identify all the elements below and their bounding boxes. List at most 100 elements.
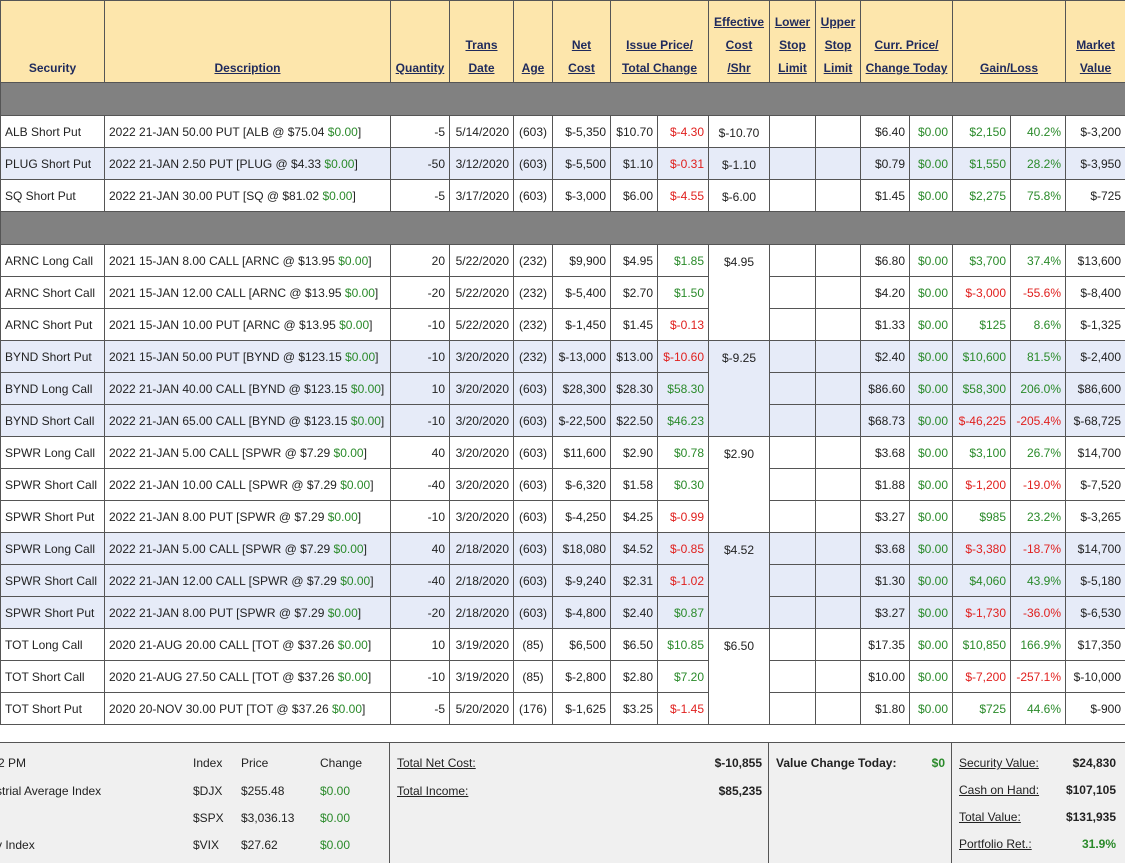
current-price: $6.40 bbox=[861, 116, 910, 148]
description-change: $0.00 bbox=[324, 157, 354, 171]
description: 2022 21-JAN 2.50 PUT [PLUG @ $4.33 $0.00… bbox=[105, 148, 391, 180]
quantity: 10 bbox=[391, 629, 450, 661]
trans-date: 3/20/2020 bbox=[450, 405, 514, 437]
quantity: -5 bbox=[391, 116, 450, 148]
col-header[interactable]: Gain/Loss bbox=[953, 1, 1066, 83]
trans-date: 3/19/2020 bbox=[450, 661, 514, 693]
upper-stop bbox=[816, 437, 861, 469]
col-header[interactable]: Quantity bbox=[391, 1, 450, 83]
description-close: ] bbox=[370, 478, 373, 492]
description: 2020 20-NOV 30.00 PUT [TOT @ $37.26 $0.0… bbox=[105, 693, 391, 725]
trans-date: 3/20/2020 bbox=[450, 373, 514, 405]
market-value: $-5,180 bbox=[1066, 565, 1125, 597]
description-close: ] bbox=[362, 702, 365, 716]
net-cost: $-4,250 bbox=[553, 501, 611, 533]
gain-pct: 28.2% bbox=[1011, 148, 1066, 180]
security: SPWR Long Call bbox=[1, 437, 105, 469]
description-change: $0.00 bbox=[328, 510, 358, 524]
gain-pct: 206.0% bbox=[1011, 373, 1066, 405]
description-change: $0.00 bbox=[340, 574, 370, 588]
age: (176) bbox=[514, 693, 553, 725]
total-change: $-0.31 bbox=[658, 148, 709, 180]
quantity: -40 bbox=[391, 565, 450, 597]
lower-stop bbox=[770, 405, 816, 437]
current-price: $86.60 bbox=[861, 373, 910, 405]
portfolio-label: Total Value: bbox=[959, 810, 1021, 824]
gain-pct: -257.1% bbox=[1011, 661, 1066, 693]
portfolio-value: 31.9% bbox=[1082, 837, 1116, 851]
portfolio-value: $24,830 bbox=[1073, 756, 1116, 770]
description-close: ] bbox=[358, 510, 361, 524]
security: ARNC Short Put bbox=[1, 309, 105, 341]
total-change: $58.30 bbox=[658, 373, 709, 405]
description: 2022 21-JAN 10.00 CALL [SPWR @ $7.29 $0.… bbox=[105, 469, 391, 501]
net-cost: $-13,000 bbox=[553, 341, 611, 373]
description-close: ] bbox=[381, 382, 384, 396]
description-text: 2022 21-JAN 8.00 PUT [SPWR @ $7.29 bbox=[109, 510, 324, 524]
upper-stop bbox=[816, 661, 861, 693]
current-price: $68.73 bbox=[861, 405, 910, 437]
col-header[interactable]: Security bbox=[1, 1, 105, 83]
net-cost: $-5,400 bbox=[553, 277, 611, 309]
col-header[interactable]: Issue Price/Total Change bbox=[611, 1, 709, 83]
description-close: ] bbox=[370, 574, 373, 588]
age: (603) bbox=[514, 533, 553, 565]
current-price: $1.45 bbox=[861, 180, 910, 212]
col-header[interactable]: Description bbox=[105, 1, 391, 83]
lower-stop bbox=[770, 693, 816, 725]
description-text: 2022 21-JAN 2.50 PUT [PLUG @ $4.33 bbox=[109, 157, 321, 171]
total-change: $7.20 bbox=[658, 661, 709, 693]
current-price: $3.68 bbox=[861, 437, 910, 469]
col-header[interactable]: Curr. Price/Change Today bbox=[861, 1, 953, 83]
change-today: $0.00 bbox=[910, 501, 953, 533]
description-text: 2022 21-JAN 65.00 CALL [BYND @ $123.15 bbox=[109, 414, 348, 428]
security: TOT Short Call bbox=[1, 661, 105, 693]
issue-price: $6.50 bbox=[611, 629, 658, 661]
section-band bbox=[1, 212, 1125, 245]
total-change: $0.30 bbox=[658, 469, 709, 501]
total-change: $0.78 bbox=[658, 437, 709, 469]
description-change: $0.00 bbox=[334, 542, 364, 556]
gain-pct: 44.6% bbox=[1011, 693, 1066, 725]
total-change: $-4.55 bbox=[658, 180, 709, 212]
quantity: 20 bbox=[391, 245, 450, 277]
description-text: 2020 21-AUG 27.50 CALL [TOT @ $37.26 bbox=[109, 670, 334, 684]
current-price: $1.33 bbox=[861, 309, 910, 341]
market-cell: strial Average Index bbox=[0, 784, 101, 798]
upper-stop bbox=[816, 533, 861, 565]
gain-loss: $58,300 bbox=[953, 373, 1011, 405]
description-close: ] bbox=[368, 254, 371, 268]
description-text: 2022 21-JAN 30.00 PUT [SQ @ $81.02 bbox=[109, 189, 319, 203]
effective-cost: $4.52 bbox=[709, 533, 770, 629]
issue-price: $6.00 bbox=[611, 180, 658, 212]
quantity: -10 bbox=[391, 309, 450, 341]
description-change: $0.00 bbox=[332, 702, 362, 716]
age: (85) bbox=[514, 661, 553, 693]
gain-loss: $2,150 bbox=[953, 116, 1011, 148]
col-header[interactable]: Age bbox=[514, 1, 553, 83]
upper-stop bbox=[816, 597, 861, 629]
gain-loss: $10,600 bbox=[953, 341, 1011, 373]
market-cell: $27.62 bbox=[241, 838, 278, 852]
security: ARNC Short Call bbox=[1, 277, 105, 309]
description-change: $0.00 bbox=[328, 125, 358, 139]
market-time: 2 PM bbox=[0, 756, 26, 770]
description-text: 2022 21-JAN 5.00 CALL [SPWR @ $7.29 bbox=[109, 446, 330, 460]
upper-stop bbox=[816, 148, 861, 180]
gain-pct: 81.5% bbox=[1011, 341, 1066, 373]
market-value: $14,700 bbox=[1066, 533, 1125, 565]
gain-loss: $-3,380 bbox=[953, 533, 1011, 565]
security: SPWR Short Call bbox=[1, 565, 105, 597]
description-close: ] bbox=[368, 670, 371, 684]
